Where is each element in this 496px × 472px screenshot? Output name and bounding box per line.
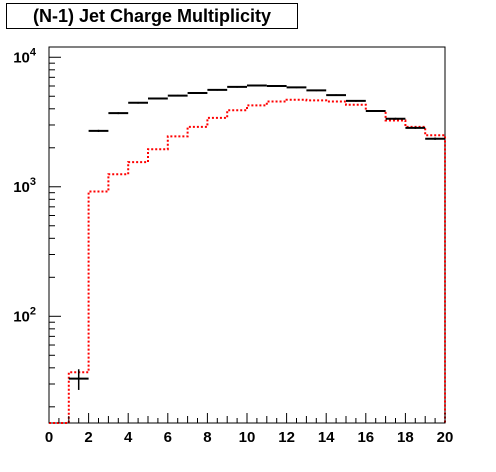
data-point	[108, 112, 129, 115]
x-tick-label: 16	[357, 429, 374, 446]
x-tick-label: 0	[45, 429, 53, 446]
y-tick-label: 103	[13, 176, 36, 196]
data-point	[326, 94, 346, 97]
data-point	[207, 88, 228, 91]
x-tick-label: 4	[124, 429, 133, 446]
x-tick-label: 6	[164, 429, 172, 446]
data-point	[148, 97, 168, 100]
x-tick-label: 2	[84, 429, 92, 446]
data-point	[306, 89, 327, 92]
x-tick-label: 12	[278, 429, 295, 446]
data-point	[266, 84, 287, 87]
chart-title-box: (N-1) Jet Charge Multiplicity	[6, 3, 298, 29]
data-point	[286, 86, 307, 89]
x-tick-label: 18	[397, 429, 414, 446]
red-step-histogram	[49, 98, 446, 424]
x-tick-label: 8	[203, 429, 211, 446]
data-point	[365, 109, 386, 112]
data-point	[128, 101, 148, 104]
x-tick-label: 10	[239, 429, 256, 446]
chart-title: (N-1) Jet Charge Multiplicity	[32, 5, 272, 26]
data-point	[88, 129, 109, 132]
y-tick-label: 104	[13, 46, 37, 66]
data-point	[425, 137, 445, 140]
data-point	[68, 369, 89, 390]
plot-frame	[48, 46, 446, 424]
data-point	[385, 117, 406, 120]
data-point	[167, 94, 188, 97]
data-point	[405, 126, 426, 129]
x-tick-label: 20	[437, 429, 454, 446]
data-point	[227, 85, 247, 88]
data-point	[187, 91, 208, 94]
data-point	[247, 84, 267, 87]
data-point	[346, 99, 366, 102]
y-tick-label: 102	[13, 305, 36, 325]
x-tick-label: 14	[318, 429, 335, 446]
